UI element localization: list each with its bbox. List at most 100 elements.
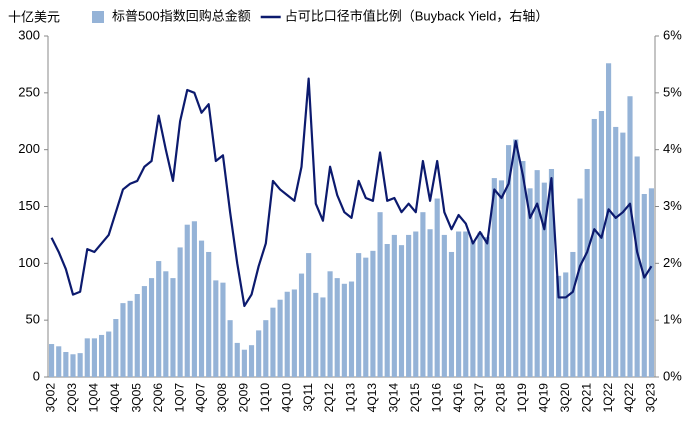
bar bbox=[148, 278, 155, 377]
bar bbox=[163, 271, 169, 377]
bar bbox=[56, 346, 62, 377]
bar bbox=[113, 319, 119, 377]
bar bbox=[563, 272, 569, 377]
bar bbox=[641, 193, 647, 377]
bar bbox=[263, 320, 269, 377]
y-unit-label: 十亿美元 bbox=[8, 9, 60, 24]
bar bbox=[370, 250, 376, 377]
bar bbox=[313, 292, 319, 377]
bar bbox=[491, 178, 497, 377]
bar bbox=[506, 145, 512, 377]
bar bbox=[498, 180, 505, 377]
y-tick-label: 300 bbox=[18, 27, 40, 42]
bar bbox=[198, 240, 205, 377]
y-tick-label: 50 bbox=[26, 312, 40, 327]
x-tick-label: 1Q19 bbox=[515, 383, 529, 413]
bar bbox=[348, 281, 355, 377]
bar bbox=[141, 286, 147, 377]
bar bbox=[427, 229, 433, 377]
x-tick-label: 4Q16 bbox=[451, 383, 465, 413]
bar bbox=[606, 63, 612, 377]
bar bbox=[91, 338, 97, 377]
bar bbox=[620, 132, 626, 377]
bar bbox=[584, 168, 590, 377]
x-tick-label: 3Q20 bbox=[558, 383, 572, 413]
bar bbox=[548, 168, 555, 377]
x-tick-label: 1Q10 bbox=[258, 383, 272, 413]
bar bbox=[377, 212, 383, 377]
y2-tick-label: 1% bbox=[663, 312, 682, 327]
x-tick-label: 3Q08 bbox=[215, 383, 229, 413]
bar bbox=[277, 299, 283, 377]
bar bbox=[556, 275, 562, 377]
bar bbox=[127, 300, 133, 377]
bar bbox=[406, 234, 412, 377]
bar bbox=[184, 224, 190, 377]
bar bbox=[470, 240, 476, 377]
bar bbox=[577, 198, 583, 377]
bar bbox=[448, 251, 455, 377]
x-tick-label: 2Q06 bbox=[151, 383, 165, 413]
bar bbox=[413, 231, 419, 377]
bar bbox=[420, 212, 426, 377]
bar bbox=[434, 198, 440, 377]
bar bbox=[484, 237, 490, 377]
y2-tick-label: 0% bbox=[663, 368, 682, 383]
x-tick-label: 3Q02 bbox=[44, 383, 58, 413]
bar bbox=[191, 221, 197, 377]
bar bbox=[241, 349, 247, 377]
x-tick-label: 2Q09 bbox=[237, 383, 251, 413]
x-tick-label: 1Q04 bbox=[87, 383, 101, 413]
bar bbox=[334, 278, 340, 377]
bar bbox=[534, 170, 540, 377]
x-tick-label: 4Q07 bbox=[194, 383, 208, 413]
bar bbox=[77, 353, 83, 377]
x-tick-label: 4Q22 bbox=[622, 383, 636, 413]
bar bbox=[527, 188, 533, 377]
x-tick-label: 3Q17 bbox=[472, 383, 486, 413]
y2-tick-label: 6% bbox=[663, 27, 682, 42]
x-tick-label: 1Q16 bbox=[429, 383, 443, 413]
bar bbox=[648, 188, 655, 377]
y-tick-label: 0 bbox=[33, 368, 40, 383]
bar bbox=[541, 182, 547, 377]
bar bbox=[391, 234, 397, 377]
bar bbox=[234, 342, 240, 377]
bar bbox=[170, 278, 176, 377]
bar bbox=[106, 331, 112, 377]
bar bbox=[598, 111, 605, 378]
x-tick-label: 4Q13 bbox=[365, 383, 379, 413]
bar bbox=[248, 345, 255, 377]
bar bbox=[613, 126, 619, 377]
x-tick-label: 2Q03 bbox=[65, 383, 79, 413]
y2-tick-label: 4% bbox=[663, 141, 682, 156]
bar bbox=[284, 291, 290, 377]
bar bbox=[456, 231, 462, 377]
bar bbox=[634, 156, 640, 377]
y2-tick-label: 2% bbox=[663, 255, 682, 270]
bar bbox=[156, 261, 162, 377]
x-tick-label: 3Q05 bbox=[129, 383, 143, 413]
bar bbox=[463, 231, 469, 377]
bar bbox=[177, 247, 183, 377]
line bbox=[50, 77, 653, 308]
bar bbox=[206, 251, 212, 377]
bar bbox=[306, 253, 312, 377]
bar bbox=[291, 289, 297, 377]
bar bbox=[627, 96, 633, 377]
x-tick-label: 1Q13 bbox=[344, 383, 358, 413]
x-tick-label: 2Q21 bbox=[579, 383, 593, 413]
y2-tick-label: 3% bbox=[663, 198, 682, 213]
bar bbox=[398, 245, 405, 377]
bar bbox=[270, 307, 276, 377]
bar bbox=[84, 338, 90, 377]
y-tick-label: 200 bbox=[18, 141, 40, 156]
bar bbox=[70, 354, 76, 377]
legend-label: 标普500指数回购总金额 bbox=[112, 8, 251, 23]
x-tick-label: 1Q22 bbox=[601, 383, 615, 413]
bar bbox=[120, 303, 126, 377]
y2-tick-label: 5% bbox=[663, 84, 682, 99]
bar bbox=[327, 271, 333, 377]
x-tick-label: 3Q11 bbox=[301, 383, 315, 412]
